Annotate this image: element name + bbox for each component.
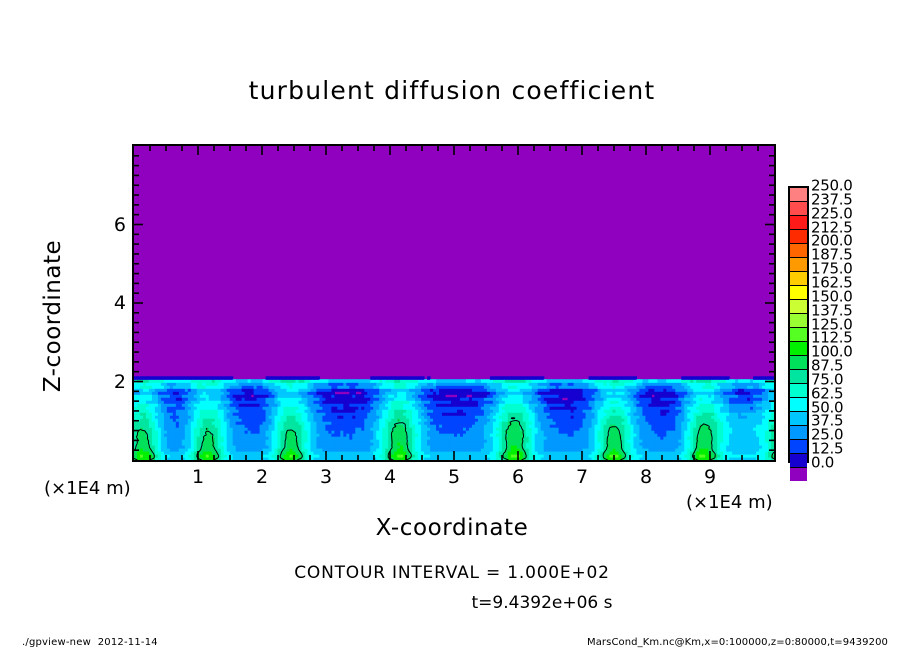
x-ticklabel: 9 xyxy=(703,466,717,488)
x-axis-ticklabels: 1 2 3 4 5 6 7 8 9 xyxy=(132,466,776,492)
colorbar-swatch xyxy=(790,328,807,342)
colorbar-ticklabel: 187.5 xyxy=(811,245,853,264)
footer-right: MarsCond_Km.nc@Km,x=0:100000,z=0:80000,t… xyxy=(586,637,888,648)
colorbar-swatch xyxy=(790,300,807,314)
colorbar-swatch xyxy=(790,216,807,230)
colorbar-swatch xyxy=(790,454,807,468)
y-ticklabel: 4 xyxy=(113,292,126,314)
field-raster xyxy=(134,376,774,460)
contour-line-100 xyxy=(134,417,774,460)
colorbar xyxy=(788,186,809,481)
colorbar-ticklabel: 100.0 xyxy=(811,342,853,361)
x-ticklabel: 5 xyxy=(447,466,461,488)
colorbar-ticklabel: 200.0 xyxy=(811,232,853,251)
contour-interval-note: CONTOUR INTERVAL = 1.000E+02 xyxy=(294,563,610,583)
colorbar-swatch xyxy=(790,286,807,300)
colorbar-ticklabel: 237.5 xyxy=(811,190,853,209)
colorbar-swatch xyxy=(790,468,807,481)
colorbar-swatch xyxy=(790,188,807,202)
colorbar-ticklabel: 12.5 xyxy=(811,439,844,458)
colorbar-swatch xyxy=(790,342,807,356)
colorbar-ticklabel: 250.0 xyxy=(811,176,853,195)
timestamp-note: t=9.4392e+06 s xyxy=(471,593,613,613)
colorbar-swatch xyxy=(790,356,807,370)
colorbar-swatch xyxy=(790,412,807,426)
colorbar-ticklabel: 25.0 xyxy=(811,425,844,444)
footer-left: ./gpview-new 2012-11-14 xyxy=(22,637,158,648)
y-axis-unit-label: (×1E4 m) xyxy=(44,478,131,499)
x-axis-unit-label: (×1E4 m) xyxy=(686,492,773,513)
colorbar-ticklabel: 162.5 xyxy=(811,273,853,292)
page-title: turbulent diffusion coefficient xyxy=(248,76,656,105)
colorbar-ticklabel: 50.0 xyxy=(811,398,844,417)
colorbar-ticklabel: 75.0 xyxy=(811,370,844,389)
colorbar-swatch xyxy=(790,202,807,216)
colorbar-ticklabel: 0.0 xyxy=(811,453,834,472)
colorbar-ticklabel: 112.5 xyxy=(811,328,853,347)
y-axis-title: Z-coordinate xyxy=(40,239,66,393)
colorbar-ticklabel: 87.5 xyxy=(811,356,844,375)
x-axis-title: X-coordinate xyxy=(375,515,529,541)
colorbar-swatch xyxy=(790,230,807,244)
colorbar-swatch xyxy=(790,272,807,286)
colorbar-ticklabel: 150.0 xyxy=(811,287,853,306)
colorbar-ticklabel: 37.5 xyxy=(811,412,844,431)
x-ticklabel: 1 xyxy=(191,466,205,488)
colorbar-swatch xyxy=(790,426,807,440)
y-ticklabel: 6 xyxy=(113,213,126,236)
x-ticklabel: 3 xyxy=(319,466,333,488)
colorbar-swatch xyxy=(790,258,807,272)
x-ticklabel: 2 xyxy=(255,466,269,488)
colorbar-swatch xyxy=(790,370,807,384)
x-ticklabel: 4 xyxy=(383,466,397,488)
colorbar-ticklabel: 175.0 xyxy=(811,259,853,278)
x-ticklabel: 7 xyxy=(575,466,589,488)
colorbar-ticklabel: 212.5 xyxy=(811,218,853,237)
y-axis-ticklabels: 2 4 6 xyxy=(88,144,126,462)
y-ticklabel: 2 xyxy=(113,370,126,393)
colorbar-swatch xyxy=(790,398,807,412)
colorbar-ticklabels: 250.0 237.5 225.0 212.5 200.0 187.5 175.0 162.5… xyxy=(811,177,871,472)
colorbar-swatch xyxy=(790,440,807,454)
colorbar-ticklabel: 225.0 xyxy=(811,204,853,223)
contour-plot-area xyxy=(132,144,776,462)
x-ticklabel: 8 xyxy=(639,466,653,488)
colorbar-swatch xyxy=(790,314,807,328)
colorbar-ticklabel: 62.5 xyxy=(811,384,844,403)
colorbar-ticklabel: 125.0 xyxy=(811,315,853,334)
colorbar-ticklabel: 137.5 xyxy=(811,301,853,320)
colorbar-swatch xyxy=(790,384,807,398)
x-ticklabel: 6 xyxy=(511,466,525,488)
contour-field xyxy=(134,146,774,460)
colorbar-swatch xyxy=(790,244,807,258)
